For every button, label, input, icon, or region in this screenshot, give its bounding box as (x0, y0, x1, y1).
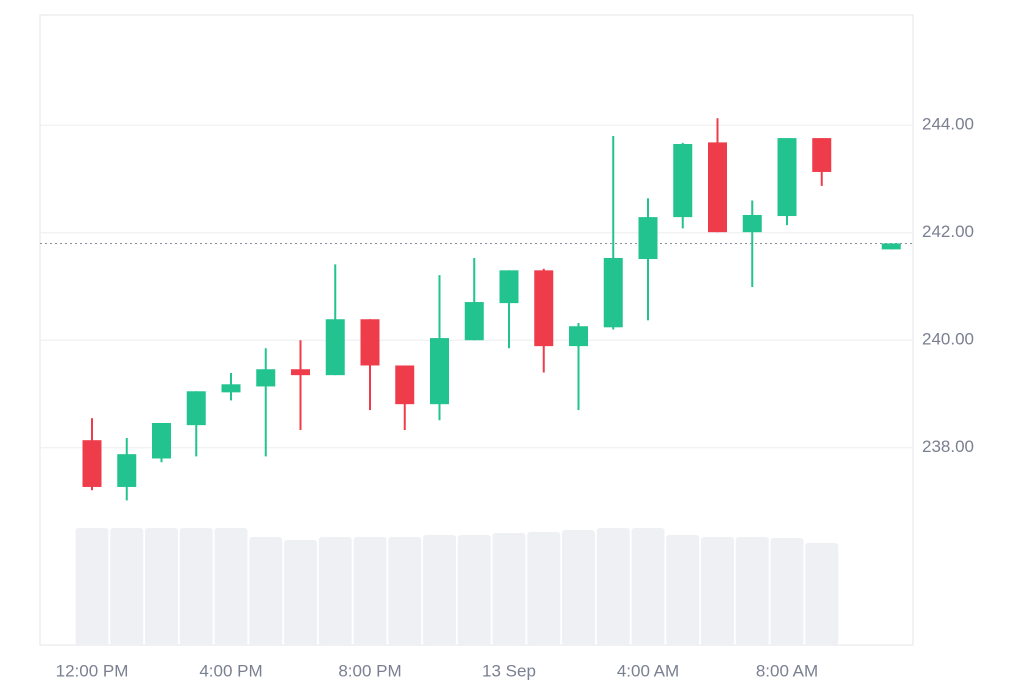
candle-body (464, 302, 484, 341)
y-tick-label: 240.00 (922, 330, 974, 349)
volume-bar (145, 528, 178, 645)
volume-bar (631, 528, 665, 645)
volume-bar (353, 537, 387, 645)
candle-body (812, 138, 832, 172)
volume-bar (457, 535, 491, 645)
candle-body (638, 217, 658, 260)
candle-body (186, 391, 206, 426)
volume-bar (527, 532, 561, 645)
volume-bar (492, 533, 526, 645)
volume-bar (75, 528, 109, 645)
volume-bar (110, 528, 144, 645)
volume-bar (318, 537, 352, 645)
volume-bar (214, 528, 248, 645)
x-tick-label: 4:00 PM (199, 661, 262, 680)
x-tick-label: 8:00 AM (756, 661, 818, 680)
volume-bar (179, 528, 213, 645)
volume-bar (735, 537, 769, 645)
volume-bar (596, 528, 630, 645)
candle-body (708, 142, 727, 233)
candle-body (430, 338, 449, 405)
volume-bar (701, 537, 734, 645)
volume-bar (249, 537, 283, 645)
candle-body (881, 243, 901, 250)
y-tick-label: 244.00 (922, 115, 974, 134)
candle-body (603, 257, 623, 328)
x-tick-label: 8:00 PM (338, 661, 401, 680)
candle-body (534, 270, 554, 347)
candle-body (256, 369, 276, 387)
volume-bar (562, 530, 595, 645)
candle-body (82, 440, 102, 487)
volume-bar (770, 538, 804, 645)
x-tick-label: 13 Sep (482, 661, 536, 680)
candle-body (152, 422, 171, 459)
x-tick-label: 4:00 AM (617, 661, 679, 680)
candle-body (221, 384, 241, 393)
candle-body (777, 138, 797, 217)
candle-body (117, 454, 137, 487)
candle-body (569, 326, 588, 347)
volume-bar (388, 537, 422, 645)
x-tick-label: 12:00 PM (56, 661, 129, 680)
candle-body (291, 369, 310, 376)
volume-bar (284, 540, 317, 645)
volume-bar (423, 535, 456, 645)
candle-body (360, 319, 380, 366)
volume-bar (805, 543, 839, 645)
candle-body (499, 270, 519, 304)
candle-body (742, 214, 762, 233)
y-tick-label: 242.00 (922, 222, 974, 241)
candle-body (673, 144, 693, 218)
volume-bar (666, 535, 700, 645)
candle-body (325, 319, 345, 376)
y-tick-label: 238.00 (922, 437, 974, 456)
candle-body (395, 365, 415, 405)
